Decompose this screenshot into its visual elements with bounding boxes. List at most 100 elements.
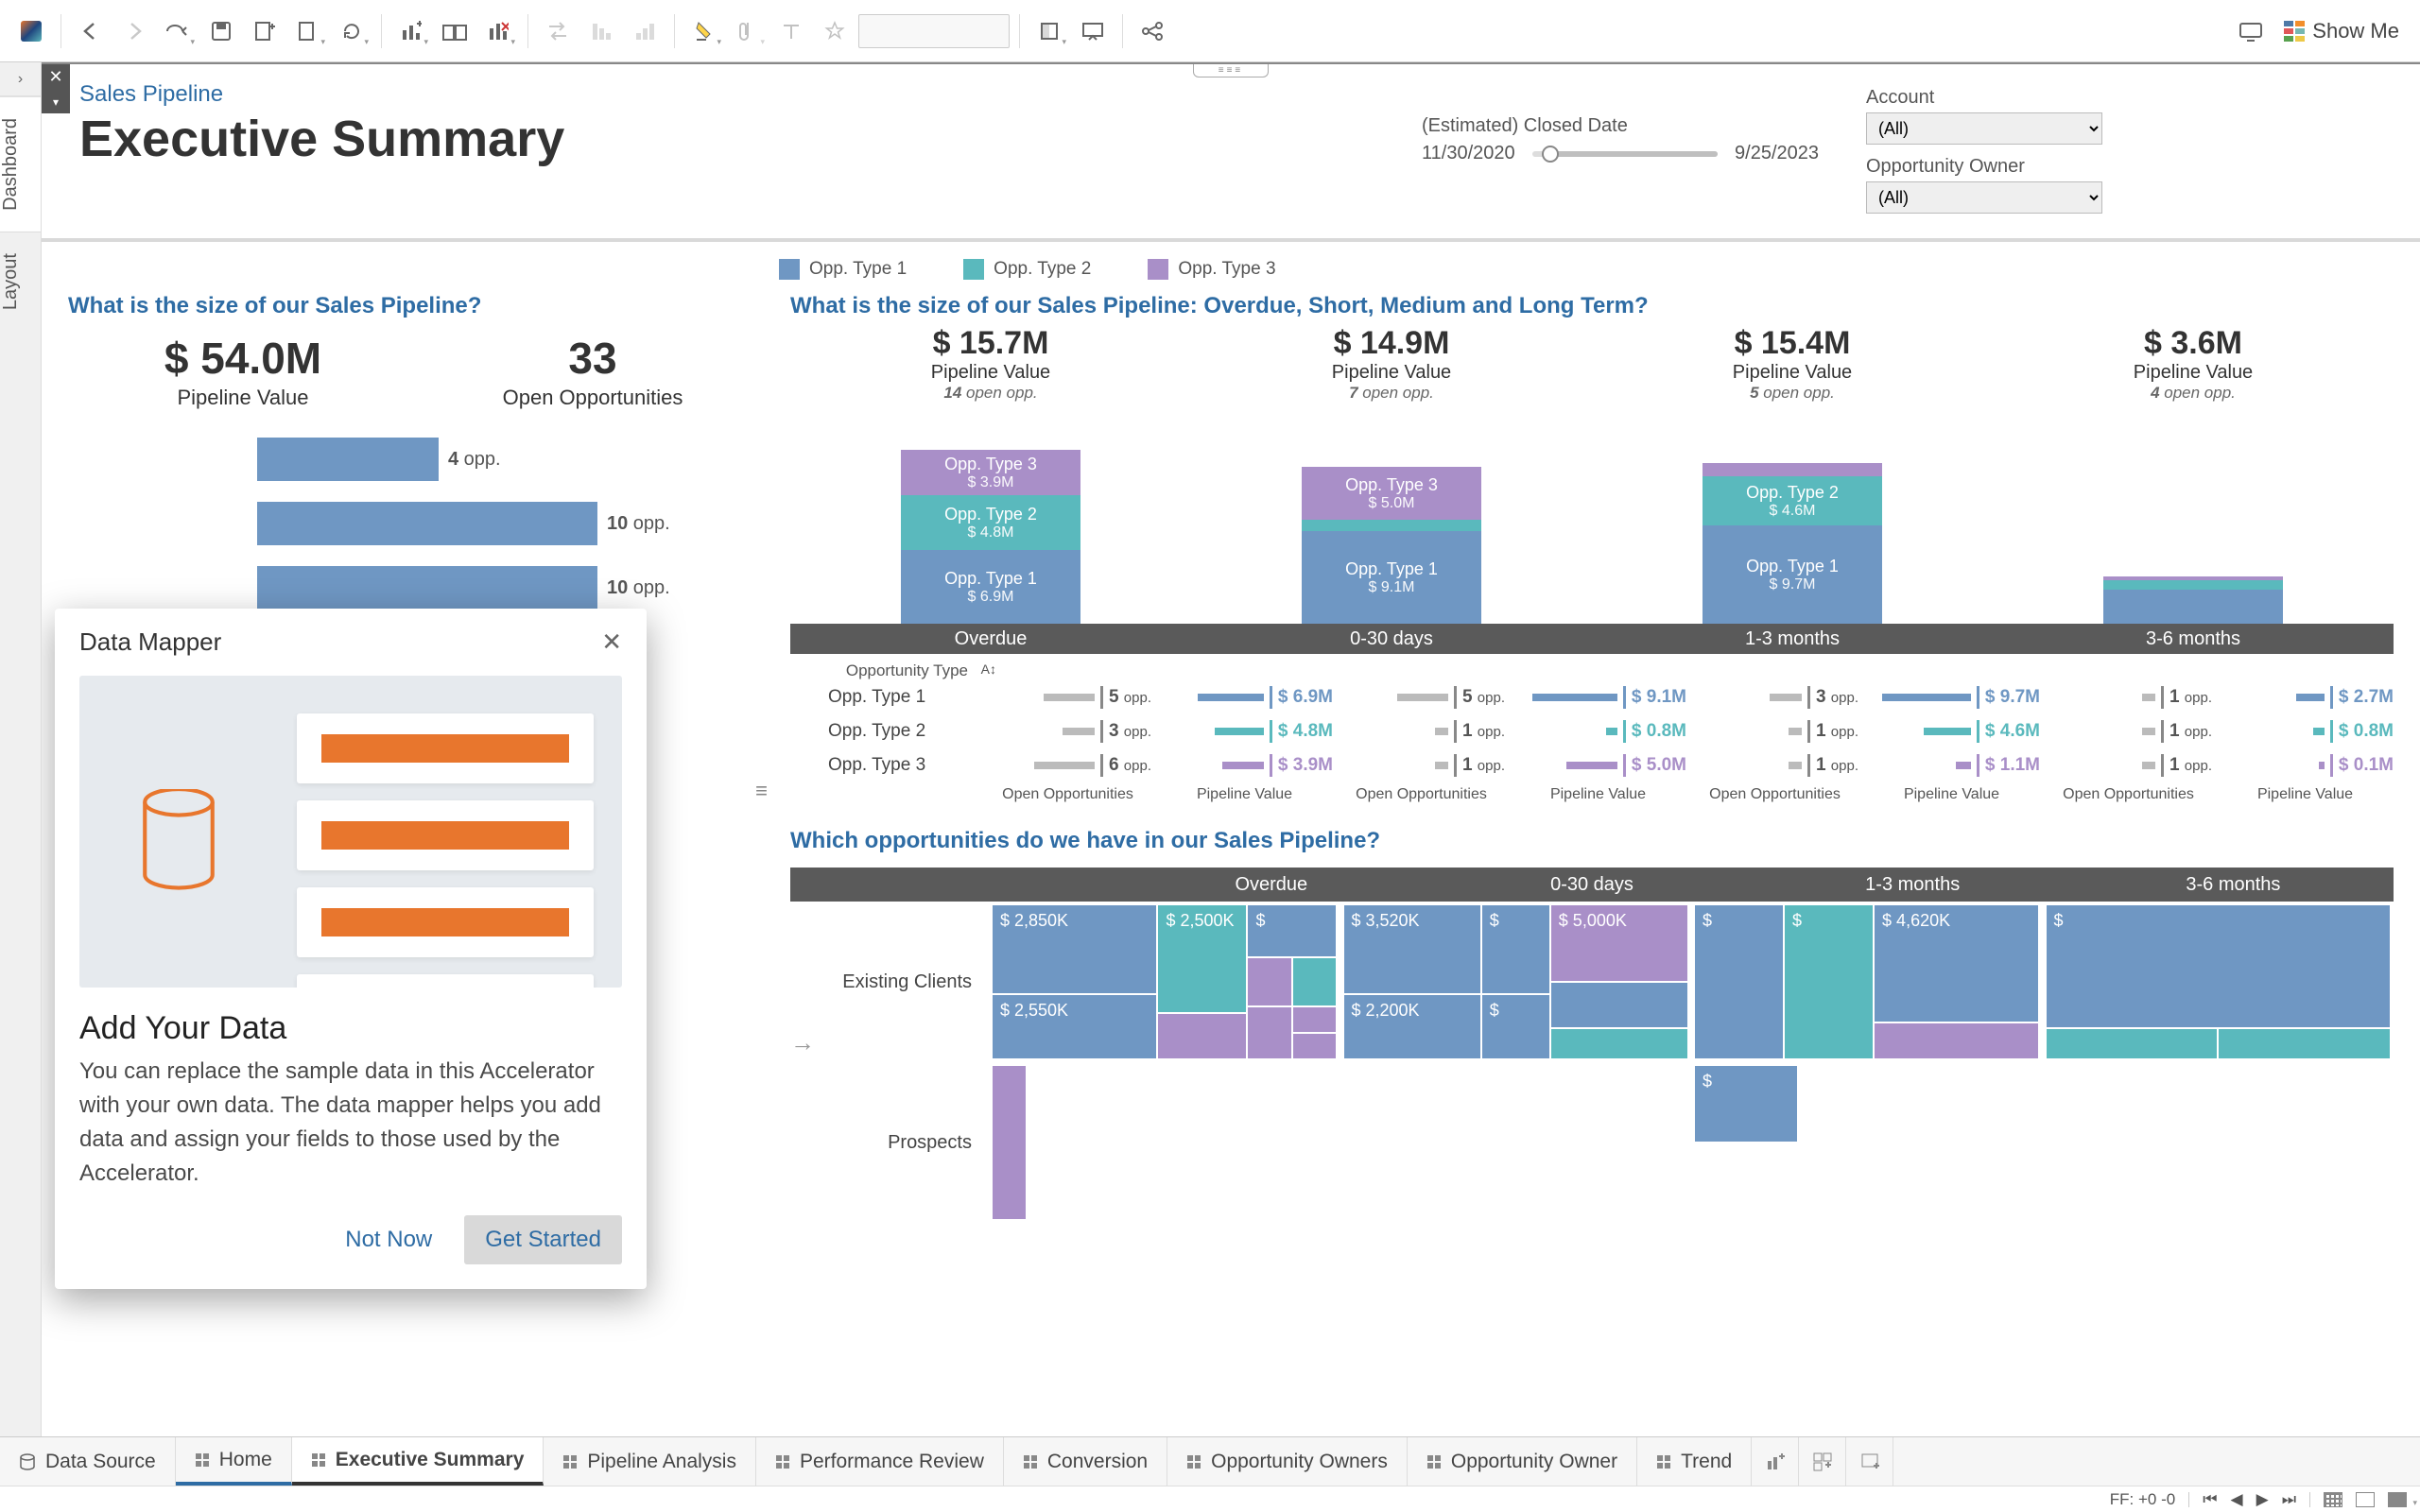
term-column: $ 14.9MPipeline Value7 open opp.Opp. Typ… — [1191, 408, 1592, 624]
guide-button[interactable] — [2231, 11, 2271, 51]
term-labels: Overdue0-30 days1-3 months3-6 months — [790, 624, 2394, 654]
forward-button[interactable] — [114, 11, 154, 51]
nav-last[interactable]: ⏭ — [2282, 1490, 2296, 1509]
new-dashboard-button[interactable] — [1799, 1437, 1846, 1486]
attachment-dropdown[interactable] — [728, 11, 768, 51]
text-button[interactable] — [771, 11, 811, 51]
fit-dropdown[interactable] — [1029, 11, 1069, 51]
kpi-open-opp: 33 — [418, 333, 768, 384]
dialog-illustration — [79, 676, 622, 988]
more-icon[interactable]: ≡ — [755, 779, 768, 802]
sheet-icon — [1426, 1454, 1442, 1469]
term-column: $ 15.7MPipeline Value14 open opp.Opp. Ty… — [790, 408, 1191, 624]
find-field[interactable] — [858, 14, 1010, 48]
type-legend: Opp. Type 1 Opp. Type 2 Opp. Type 3 — [779, 259, 2420, 280]
sheet-tab[interactable]: Pipeline Analysis — [544, 1437, 756, 1486]
new-story-button[interactable] — [1846, 1437, 1893, 1486]
close-canvas-button[interactable]: ✕ — [42, 62, 70, 91]
tree-cell[interactable]: $$$ 4,620K — [1691, 902, 2043, 1062]
swap-button[interactable] — [538, 11, 578, 51]
term-label: Overdue — [790, 624, 1191, 654]
kpi-pipeline-label: Pipeline Value — [68, 386, 418, 410]
sheet-tabs: Data Source HomeExecutive SummaryPipelin… — [0, 1436, 2420, 1486]
term-columns-chart: $ 15.7MPipeline Value14 open opp.Opp. Ty… — [790, 408, 2394, 654]
duplicate-button[interactable] — [435, 11, 475, 51]
pipeline-type-row: 10 opp. — [68, 491, 768, 556]
undo-redo-dropdown[interactable] — [158, 11, 198, 51]
view-slides-icon[interactable] — [2388, 1492, 2407, 1507]
filter-owner-label: Opportunity Owner — [1866, 156, 2390, 178]
sheet-tab[interactable]: Executive Summary — [292, 1437, 544, 1486]
top-toolbar: Show Me — [0, 0, 2420, 62]
tree-cell[interactable] — [989, 1062, 1340, 1223]
sheet-tab[interactable]: Conversion — [1004, 1437, 1167, 1486]
sheet-tab[interactable]: Home — [176, 1437, 292, 1486]
presentation-button[interactable] — [1073, 11, 1113, 51]
status-bar: FF: +0 -0 ⏮ ◀ ▶ ⏭ — [0, 1486, 2420, 1512]
tab-dashboard[interactable]: Dashboard — [0, 96, 41, 232]
term-label: 1-3 months — [1592, 624, 1993, 654]
resize-grip[interactable]: ≡≡≡ — [1193, 64, 1269, 77]
sort-icon[interactable]: A↕ — [981, 662, 996, 677]
filter-owner-select[interactable]: (All) — [1866, 181, 2102, 214]
side-tabs: › Dashboard Layout — [0, 62, 42, 1436]
favorite-button[interactable] — [815, 11, 855, 51]
date-to: 9/25/2023 — [1735, 143, 1819, 164]
not-now-button[interactable]: Not Now — [324, 1215, 453, 1264]
sort-desc-button[interactable] — [625, 11, 665, 51]
save-button[interactable] — [201, 11, 241, 51]
sheet-tab[interactable]: Performance Review — [756, 1437, 1004, 1486]
tree-row-label: Prospects — [790, 1062, 989, 1223]
auto-update-dropdown[interactable] — [288, 11, 328, 51]
sheet-icon — [1186, 1454, 1201, 1469]
tree-cell[interactable] — [1340, 1062, 1692, 1223]
view-tabs-icon[interactable] — [2356, 1492, 2375, 1507]
data-source-tab[interactable]: Data Source — [0, 1437, 176, 1486]
sheet-icon — [562, 1454, 578, 1469]
date-range-label: (Estimated) Closed Date — [1422, 115, 1819, 137]
show-me-button[interactable]: Show Me — [2274, 19, 2409, 43]
back-button[interactable] — [71, 11, 111, 51]
tab-layout[interactable]: Layout — [0, 232, 41, 331]
nav-next[interactable]: ▶ — [2256, 1490, 2269, 1509]
new-worksheet-button[interactable] — [1752, 1437, 1799, 1486]
tree-cell[interactable]: $ — [1691, 1062, 2043, 1223]
pipeline-type-row: 4 opp. — [68, 427, 768, 491]
tree-cell[interactable]: $ — [2043, 902, 2394, 1062]
filter-account-select[interactable]: (All) — [1866, 112, 2102, 145]
view-grid-icon[interactable] — [2324, 1492, 2342, 1507]
new-worksheet-dropdown[interactable] — [391, 11, 431, 51]
sheet-icon — [195, 1452, 210, 1468]
sheet-tab[interactable]: Opportunity Owners — [1167, 1437, 1408, 1486]
tree-cell[interactable] — [2043, 1062, 2394, 1223]
sheet-icon — [1023, 1454, 1038, 1469]
tree-row-label: Existing Clients — [790, 902, 989, 1062]
refresh-dropdown[interactable] — [332, 11, 372, 51]
highlight-dropdown[interactable] — [684, 11, 724, 51]
datasource-icon — [19, 1453, 36, 1470]
sheet-tab[interactable]: Opportunity Owner — [1408, 1437, 1637, 1486]
sheet-icon — [311, 1452, 326, 1468]
tree-cell[interactable]: $ 3,520K$ 2,200K$$$ 5,000K — [1340, 902, 1692, 1062]
share-button[interactable] — [1132, 11, 1172, 51]
new-data-source-button[interactable] — [245, 11, 285, 51]
sort-asc-button[interactable] — [581, 11, 621, 51]
sheet-tab[interactable]: Trend — [1637, 1437, 1752, 1486]
dialog-close-button[interactable]: ✕ — [601, 627, 622, 657]
get-started-button[interactable]: Get Started — [464, 1215, 622, 1264]
term-label: 0-30 days — [1191, 624, 1592, 654]
goto-arrow-icon[interactable]: → — [790, 1028, 815, 1057]
canvas-menu-button[interactable]: ▾ — [42, 91, 70, 113]
app-logo[interactable] — [11, 11, 51, 51]
breadcrumb: Sales Pipeline — [79, 81, 1422, 108]
expand-side-pane[interactable]: › — [0, 62, 41, 96]
date-slider[interactable] — [1532, 151, 1718, 157]
sheet-icon — [775, 1454, 790, 1469]
nav-first[interactable]: ⏮ — [2203, 1490, 2217, 1509]
data-mapper-dialog: Data Mapper ✕ Add Your Data You can repl… — [55, 609, 647, 1289]
nav-prev[interactable]: ◀ — [2231, 1490, 2243, 1509]
mini-row: Opp. Type 15 opp.$ 6.9M5 opp.$ 9.1M3 opp… — [790, 680, 2394, 714]
tree-cell[interactable]: $ 2,850K$ 2,550K$ 2,500K$ — [989, 902, 1340, 1062]
clear-dropdown[interactable] — [478, 11, 518, 51]
type-hdr: Opportunity Type — [846, 662, 968, 679]
